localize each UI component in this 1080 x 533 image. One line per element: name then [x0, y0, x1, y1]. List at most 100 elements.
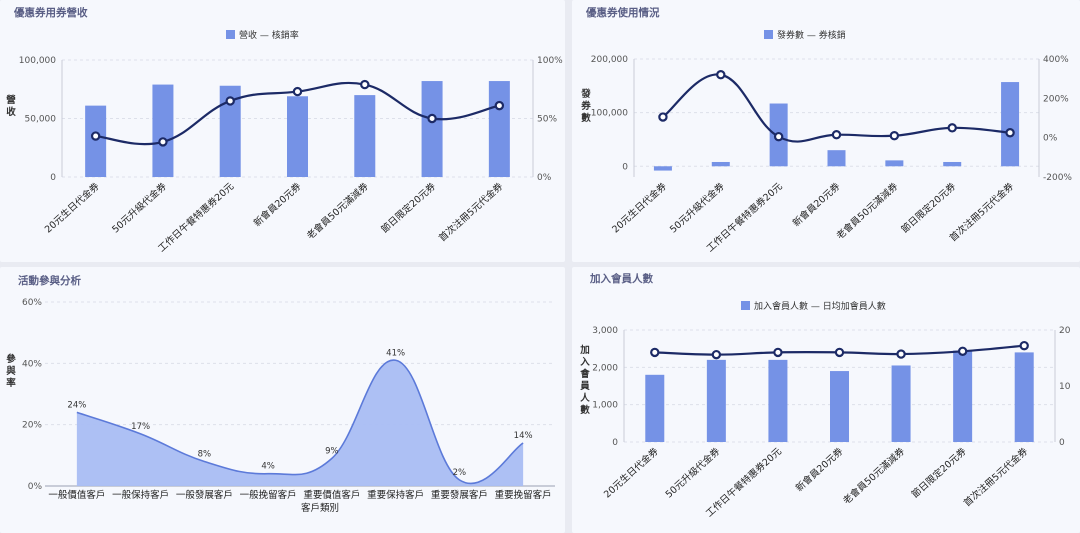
- line-point: [225, 96, 235, 106]
- line-point: [158, 137, 168, 147]
- bar: [1001, 82, 1020, 167]
- x-tick-label: 一般價值客戶: [48, 489, 105, 501]
- x-tick-label: 一般挽留客戶: [240, 489, 297, 501]
- line-point: [90, 131, 101, 141]
- x-tick-label: 50元升級代金券: [110, 180, 170, 235]
- line-point: [947, 123, 957, 133]
- panel-title: 優惠券用券營收: [14, 7, 88, 19]
- bar: [219, 85, 241, 177]
- y-axis-title-char: 會: [580, 368, 590, 380]
- line-point: [834, 347, 845, 358]
- new-members-panel: 加入會員人數 加入會員人數 — 日均加會員人數 0 1,000 2,000 3,000 0…: [572, 267, 1080, 533]
- data-label: 41%: [386, 348, 405, 358]
- line-point: [658, 112, 668, 122]
- y-axis-title-char: 參: [6, 353, 16, 365]
- line-point: [773, 347, 783, 358]
- bar: [421, 81, 443, 177]
- y-axis-title-char: 入: [579, 357, 590, 368]
- y-tick-label: 0%: [28, 482, 43, 492]
- bar: [943, 161, 962, 167]
- y2-tick-label: 0%: [1043, 134, 1058, 144]
- area-fill: [76, 360, 524, 486]
- y-axis-title-char: 數: [581, 112, 591, 124]
- x-tick-label: 節日限定20元券: [909, 445, 969, 500]
- y2-tick-label: 0%: [537, 173, 552, 183]
- y-axis-title-char: 與: [6, 365, 16, 377]
- y2-tick-label: 100%: [537, 56, 563, 66]
- x-tick-label: 重要挽留客戶: [495, 489, 552, 501]
- y-tick-label: 0: [50, 173, 56, 183]
- new-members-chart: 加入會員人數 — 日均加會員人數 0 1,000 2,000 3,000 0 10 20 加入會…: [579, 300, 1071, 520]
- bar: [85, 105, 107, 177]
- y-axis-title-char: 人: [580, 392, 590, 404]
- bar: [287, 96, 308, 177]
- x-tick-label: 20元生日代金券: [601, 445, 661, 500]
- bar: [152, 84, 174, 177]
- y-tick-label: 100,000: [591, 109, 628, 119]
- x-tick-label: 50元升級代金券: [667, 180, 727, 235]
- legend-swatch: [741, 301, 750, 310]
- x-tick-label: 首次注冊5元代金券: [436, 180, 505, 244]
- y-axis-title-char: 加: [579, 344, 590, 356]
- x-tick-label: 一般發展客戶: [176, 489, 233, 501]
- bar: [653, 166, 672, 171]
- coupon-revenue-panel: 優惠券用券營收 營收 — 核銷率 0 50,000 100,000 0% 50% 100% 營…: [0, 0, 565, 262]
- y-tick-label: 60%: [22, 298, 42, 308]
- y2-tick-label: 10: [1059, 382, 1071, 392]
- line-point: [896, 349, 906, 359]
- bar: [706, 359, 726, 442]
- y-tick-label: 1,000: [592, 401, 618, 411]
- data-label: 9%: [325, 446, 339, 456]
- bar: [885, 160, 904, 167]
- y-tick-label: 100,000: [19, 56, 56, 66]
- y-tick-label: 0: [622, 162, 628, 172]
- area-line: [76, 359, 524, 484]
- x-tick-label: 老會員50元滿減券: [841, 445, 908, 507]
- bar: [827, 150, 846, 167]
- x-tick-label: 老會員50元滿減券: [834, 180, 901, 242]
- line-point: [360, 79, 370, 90]
- panel-title: 優惠券使用情況: [586, 7, 660, 19]
- x-tick-label: 50元升級代金券: [663, 445, 723, 500]
- y-axis-title-char: 率: [6, 377, 16, 389]
- line-point: [650, 347, 660, 358]
- x-tick-label: 節日限定20元券: [379, 180, 439, 235]
- y2-tick-label: 0: [1059, 438, 1065, 448]
- data-label: 2%: [453, 468, 467, 478]
- x-tick-label: 節日限定20元券: [899, 180, 959, 235]
- bar: [768, 359, 788, 442]
- line-point: [957, 346, 968, 356]
- coupon-usage-panel: 優惠券使用情況 發券數 — 券核銷 0 100,000 200,000 -200% 0% 2…: [572, 0, 1080, 262]
- line-point: [716, 70, 726, 80]
- y2-tick-label: 400%: [1043, 55, 1069, 65]
- legend-label: 加入會員人數 — 日均加會員人數: [754, 300, 886, 312]
- bar: [891, 365, 911, 442]
- x-tick-label: 新會員20元券: [251, 180, 304, 229]
- activity-participation-chart: 0% 20% 40% 60% 參與率 24% 一般價值客戶 17% 一般保持客戶 8% 一般發展客戶…: [6, 298, 555, 514]
- legend-label: 營收 — 核銷率: [239, 29, 299, 41]
- line-point: [1005, 128, 1015, 138]
- bar: [1014, 352, 1034, 442]
- bar: [354, 95, 376, 177]
- y-tick-label: 200,000: [591, 55, 628, 65]
- y-axis-title-char: 發: [580, 88, 591, 100]
- line-point: [773, 131, 784, 142]
- data-label: 8%: [198, 449, 212, 459]
- bar: [953, 350, 973, 442]
- line-point: [1019, 340, 1029, 351]
- x-tick-label: 20元生日代金券: [610, 180, 670, 235]
- x-tick-label: 重要保持客戶: [367, 489, 424, 501]
- data-label: 14%: [514, 431, 533, 441]
- y-tick-label: 0: [612, 438, 618, 448]
- line-point: [711, 349, 722, 360]
- y-tick-label: 20%: [22, 421, 42, 431]
- y2-tick-label: 200%: [1043, 94, 1069, 104]
- y-tick-label: 2,000: [592, 363, 618, 373]
- data-label: 24%: [67, 400, 86, 410]
- x-tick-label: 新會員20元券: [793, 445, 846, 494]
- bar: [711, 161, 730, 167]
- y-tick-label: 50,000: [25, 115, 57, 125]
- line-point: [292, 86, 303, 97]
- x-tick-label: 20元生日代金券: [42, 180, 102, 235]
- coupon-revenue-chart: 營收 — 核銷率 0 50,000 100,000 0% 50% 100% 營收 20元生日代金…: [6, 29, 563, 255]
